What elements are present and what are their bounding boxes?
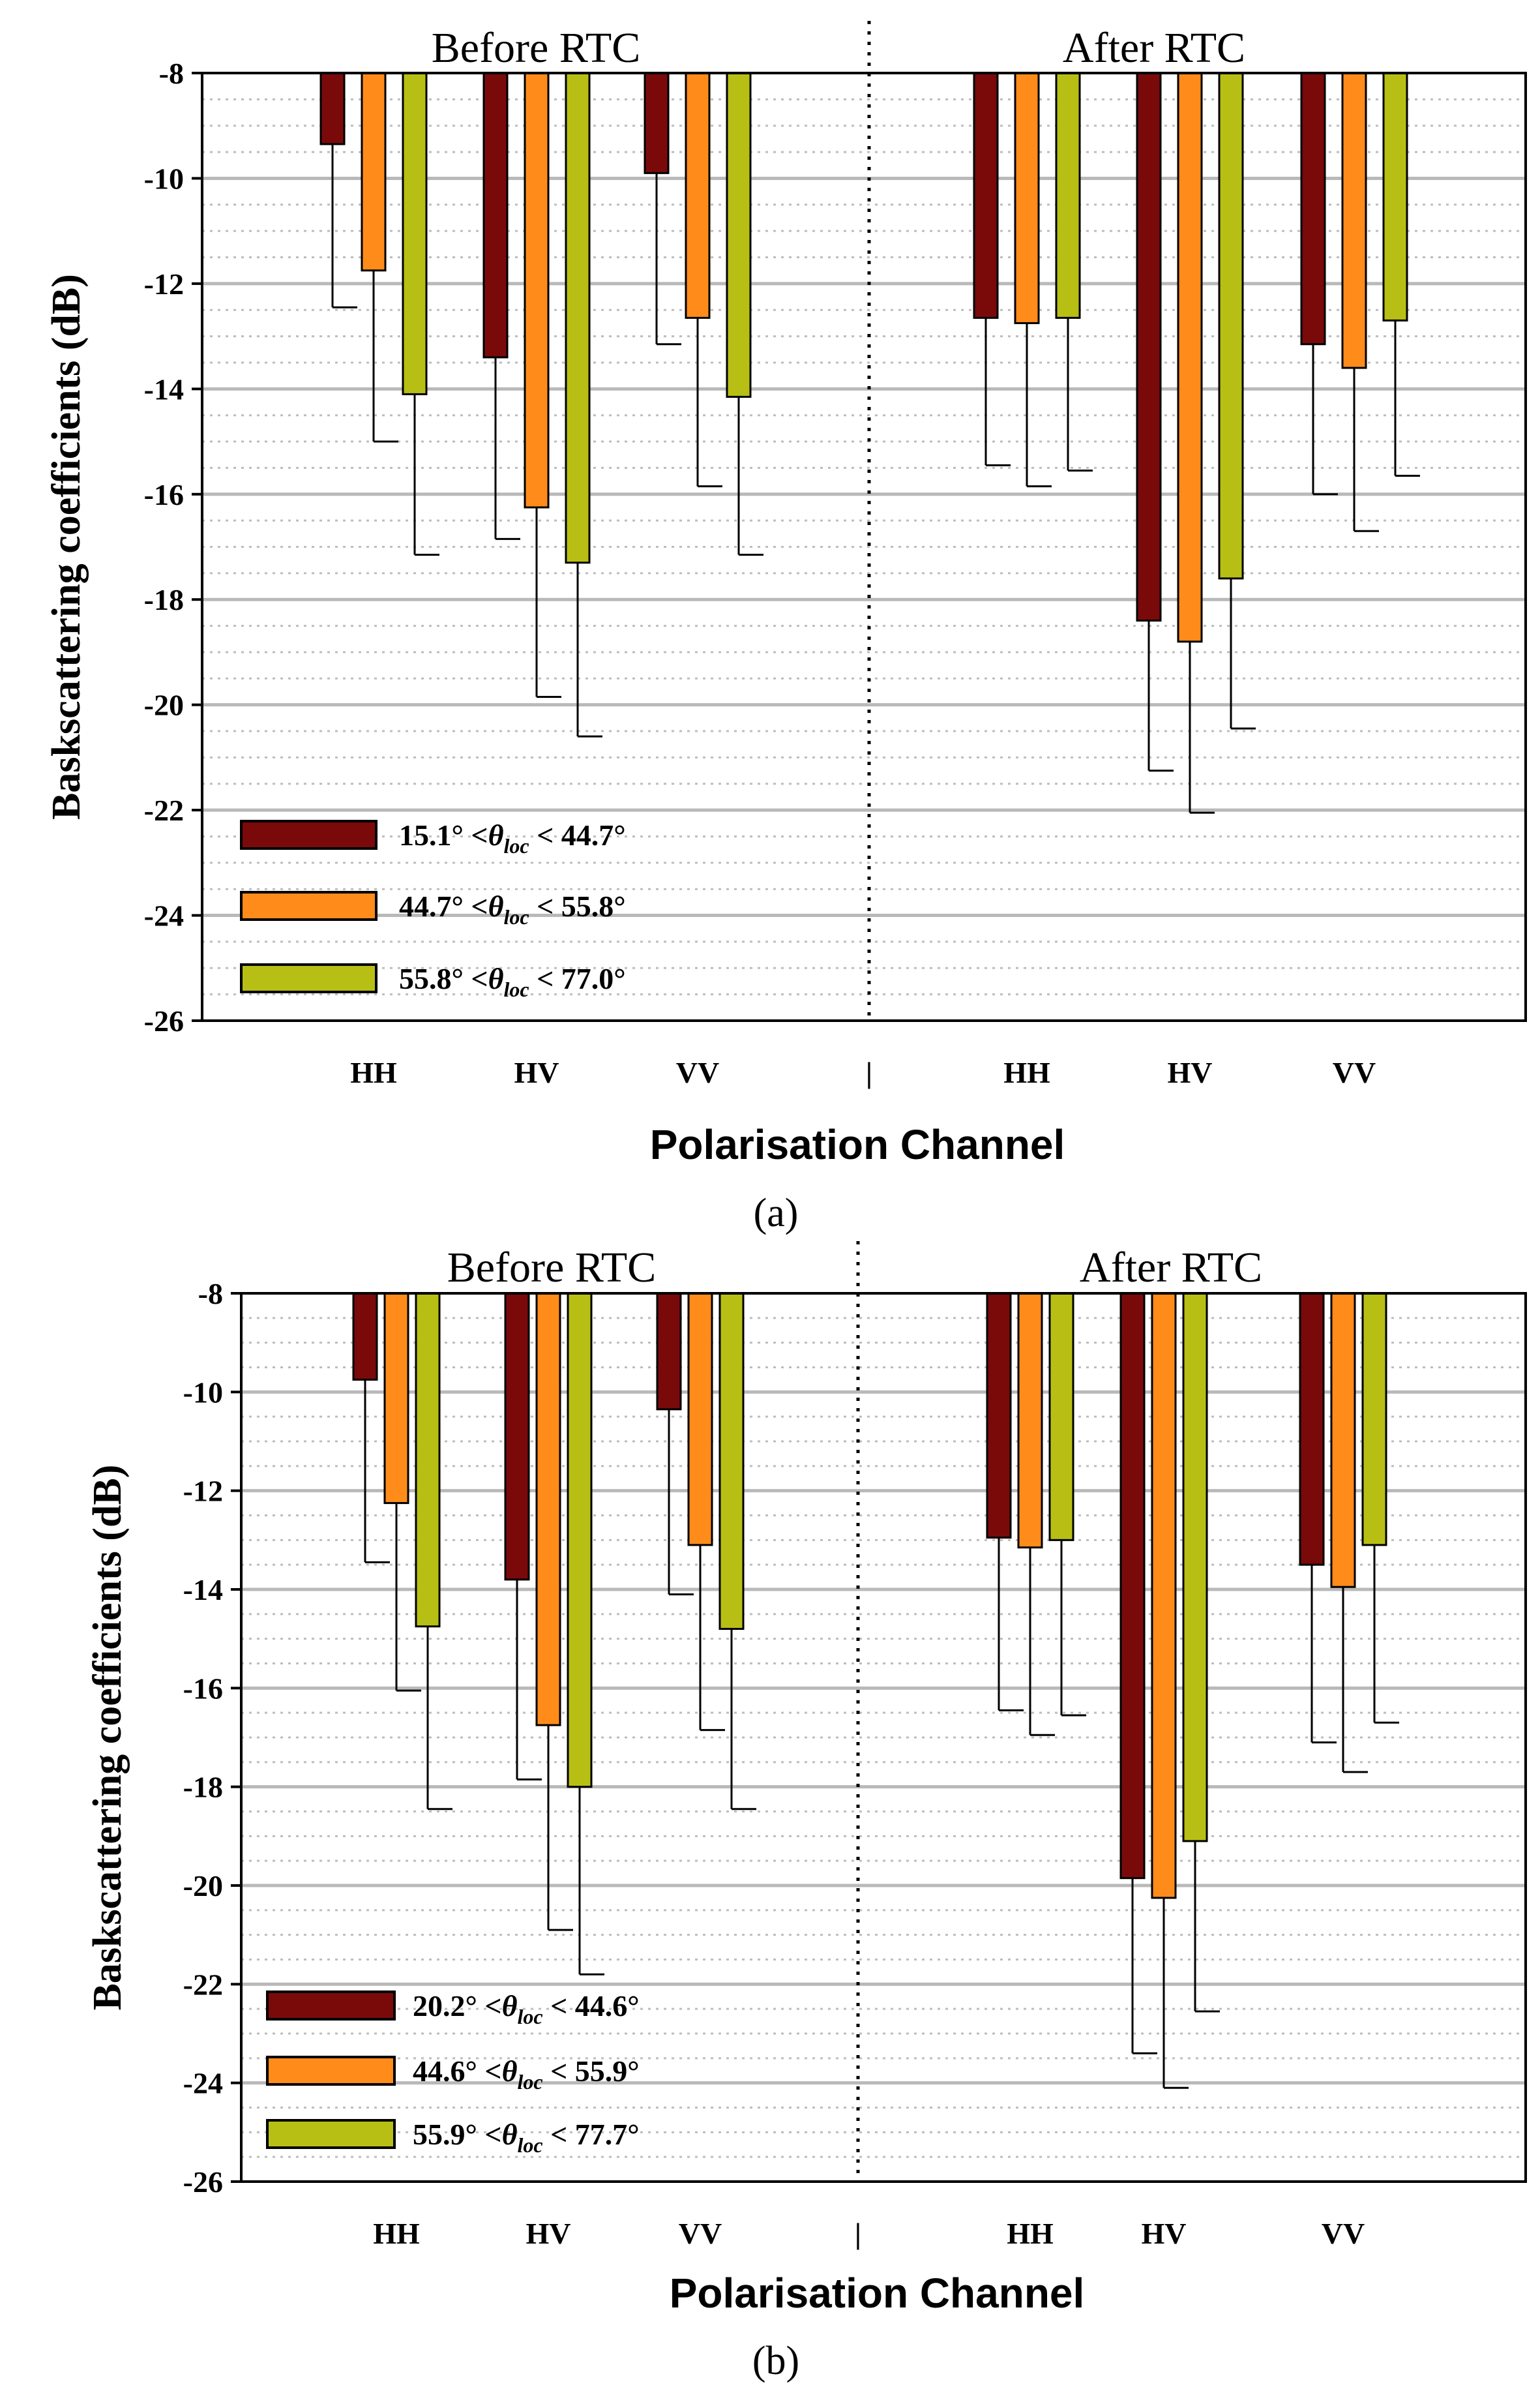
y-tick-label: -24: [144, 899, 184, 933]
legend-swatch-3: [266, 2119, 396, 2149]
legend-label-2: 44.6° <θloc < 55.9°: [413, 2054, 640, 2094]
bar-hh-series-3: [1048, 1292, 1074, 1541]
y-tick-label: -20: [183, 1869, 223, 1902]
bar-hv-series-1: [482, 72, 509, 359]
bar-vv-series-1: [1300, 72, 1326, 346]
legend-label-1: 20.2° <θloc < 44.6°: [413, 1989, 640, 2028]
y-tick-label: -20: [144, 689, 184, 722]
bar-hv-series-3: [1182, 1292, 1208, 1842]
x-tick-label-hh: HH: [1007, 2217, 1054, 2250]
bar-vv-series-3: [726, 72, 752, 398]
x-axis-label: Polarisation Channel: [670, 2270, 1085, 2317]
bar-vv-series-1: [644, 72, 670, 174]
bar-hh-series-3: [402, 72, 428, 395]
bar-hh-series-3: [415, 1292, 441, 1628]
bar-hv-series-2: [524, 72, 550, 509]
legend-label-3: 55.9° <θloc < 77.7°: [413, 2118, 640, 2157]
x-tick-label-hv: HV: [1142, 2217, 1187, 2250]
y-tick-label: -16: [183, 1672, 223, 1705]
x-tick-label-vv: VV: [676, 1056, 719, 1089]
bar-vv-series-1: [1299, 1292, 1325, 1566]
y-tick-label: -18: [144, 583, 184, 616]
bar-hv-series-1: [1136, 72, 1162, 622]
bar-hv-series-2: [535, 1292, 561, 1726]
y-tick-label: -26: [144, 1004, 184, 1038]
x-tick-label-vv: VV: [1333, 1056, 1376, 1089]
y-tick-label: -24: [183, 2067, 223, 2100]
y-tick-label: -8: [159, 57, 184, 90]
plot-area: [202, 73, 1526, 1021]
panel-a: 15.1° <θloc < 44.7° 44.7° <θloc < 55.8° 55…: [44, 21, 1527, 1235]
y-tick-label: -14: [183, 1573, 223, 1606]
x-tick-label-hv: HV: [514, 1056, 559, 1089]
divider-label: |: [855, 2217, 861, 2250]
y-tick-label: -16: [144, 478, 184, 511]
bar-vv-series-2: [1330, 1292, 1356, 1588]
legend-label-3: 55.8° <θloc < 77.0°: [399, 962, 626, 1001]
y-tick-label: -18: [183, 1771, 223, 1804]
bar-hv-series-1: [504, 1292, 530, 1581]
x-axis-label: Polarisation Channel: [650, 1121, 1065, 1168]
bar-hv-series-1: [1119, 1292, 1146, 1880]
bar-hh-series-1: [352, 1292, 378, 1381]
section-label-after: After RTC: [1080, 1244, 1262, 1291]
divider-label: |: [866, 1056, 872, 1089]
y-tick-label: -26: [183, 2165, 223, 2199]
bar-vv-series-2: [687, 1292, 713, 1546]
x-tick-label-hh: HH: [373, 2217, 420, 2250]
x-tick-label-vv: VV: [679, 2217, 722, 2250]
bar-hv-series-3: [1218, 72, 1244, 580]
y-tick-label: -22: [183, 1968, 223, 2001]
section-label-before: Before RTC: [432, 24, 640, 72]
y-tick-label: -8: [198, 1277, 223, 1310]
bar-vv-series-2: [685, 72, 711, 319]
x-tick-label-hv: HV: [526, 2217, 571, 2250]
y-axis-label: Baskscattering coefficients (dB): [85, 1465, 130, 2011]
y-tick-label: -10: [144, 162, 184, 195]
bar-hh-series-2: [1017, 1292, 1043, 1549]
legend-label-1: 15.1° <θloc < 44.7°: [399, 819, 626, 858]
bar-hh-series-2: [361, 72, 387, 272]
bar-hh-series-2: [383, 1292, 409, 1505]
legend-swatch-1: [266, 1991, 396, 2021]
panel-caption: (b): [752, 2339, 799, 2383]
panel-b: 20.2° <θloc < 44.6° 44.6° <θloc < 55.9° 55…: [85, 1241, 1527, 2383]
x-tick-label-hh: HH: [1003, 1056, 1050, 1089]
bar-vv-series-1: [656, 1292, 682, 1411]
section-label-before: Before RTC: [447, 1244, 656, 1291]
section-label-after: After RTC: [1063, 24, 1245, 72]
y-tick-label: -22: [144, 794, 184, 827]
bar-hv-series-2: [1177, 72, 1203, 643]
bar-hh-series-2: [1014, 72, 1040, 324]
bar-hv-series-3: [567, 1292, 593, 1788]
x-tick-label-hh: HH: [350, 1056, 397, 1089]
plot-frame: [201, 72, 1527, 1022]
bar-hv-series-3: [565, 72, 591, 564]
bar-hh-series-1: [319, 72, 346, 145]
legend-swatch-1: [240, 820, 378, 850]
bar-hh-series-1: [973, 72, 999, 319]
legend-swatch-2: [266, 2056, 396, 2086]
panel-caption: (a): [754, 1191, 799, 1235]
bar-hh-series-3: [1055, 72, 1081, 319]
x-tick-label-hv: HV: [1168, 1056, 1213, 1089]
bar-vv-series-3: [1382, 72, 1408, 322]
bar-vv-series-3: [718, 1292, 745, 1630]
y-tick-label: -10: [183, 1375, 223, 1409]
legend-label-2: 44.7° <θloc < 55.8°: [399, 890, 626, 929]
legend-swatch-2: [240, 891, 378, 921]
y-tick-label: -12: [144, 267, 184, 301]
y-tick-label: -14: [144, 372, 184, 406]
y-tick-label: -12: [183, 1475, 223, 1508]
bar-hv-series-2: [1151, 1292, 1177, 1899]
legend-swatch-3: [240, 963, 378, 993]
x-tick-label-vv: VV: [1322, 2217, 1365, 2250]
bar-hh-series-1: [986, 1292, 1012, 1539]
bar-vv-series-2: [1341, 72, 1367, 369]
bar-vv-series-3: [1361, 1292, 1387, 1546]
y-axis-label: Baskscattering coefficients (dB): [44, 274, 89, 820]
plot-frame: [240, 1292, 1527, 2183]
